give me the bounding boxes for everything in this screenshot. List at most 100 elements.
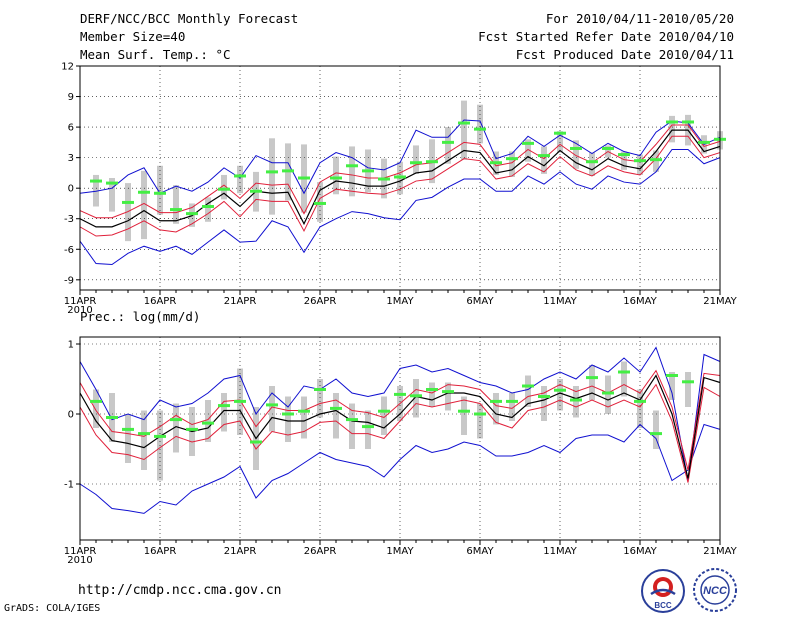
temperature-y-tick-label: 3 xyxy=(68,153,74,164)
forecast-start-date: Fcst Started Refer Date 2010/04/10 xyxy=(478,29,734,44)
temperature-spread-box xyxy=(221,174,227,200)
temperature-spread-box xyxy=(477,104,483,144)
temperature-x-tick-label: 16MAY xyxy=(623,296,657,307)
temperature-x-tick-label: 16APR xyxy=(144,296,177,307)
temperature-spread-box xyxy=(461,100,467,160)
precipitation-spread-box xyxy=(669,372,675,400)
temperature-spread-box xyxy=(413,145,419,174)
chart-title: DERF/NCC/BCC Monthly Forecast xyxy=(80,11,299,26)
precipitation-x-tick-label: 26APR xyxy=(304,546,337,557)
precipitation-spread-box xyxy=(221,393,227,432)
precipitation-spread-box xyxy=(509,393,515,421)
precipitation-x-tick-label: 16MAY xyxy=(623,546,657,557)
precipitation-spread-box xyxy=(317,379,323,418)
precipitation-spread-box xyxy=(541,386,547,421)
precipitation-spread-box xyxy=(573,386,579,418)
precipitation-lower-line xyxy=(79,383,721,483)
precipitation-spread-box xyxy=(621,361,627,397)
temperature-spread-box xyxy=(237,165,243,194)
precipitation-spread-box xyxy=(269,386,275,432)
temperature-panel: 12 9 6 3 0 -3 -6 -9 11APR 16APR 21APR 26APR 1MAY 6MAY… xyxy=(61,62,737,317)
precipitation-spread-box xyxy=(141,410,147,470)
bcc-logo: BCC xyxy=(641,569,685,613)
bcc-logo-text: BCC xyxy=(654,601,672,610)
temperature-min-line xyxy=(79,148,721,266)
temperature-spread-box xyxy=(349,146,355,197)
precipitation-x-tick-label: 16APR xyxy=(144,546,177,557)
precipitation-min-line xyxy=(79,423,721,514)
temperature-spread-box xyxy=(269,138,275,215)
precipitation-spread-box xyxy=(301,396,307,439)
precipitation-spread-box xyxy=(381,396,387,435)
precipitation-x-tick-label: 1MAY xyxy=(386,546,414,557)
precipitation-spread-box xyxy=(93,389,99,428)
precipitation-spread-box xyxy=(365,410,371,449)
temperature-spread-box xyxy=(573,140,579,169)
temperature-upper-line xyxy=(79,124,721,219)
temperature-spread-box xyxy=(93,174,99,207)
temperature-spread-box xyxy=(333,156,339,195)
precipitation-spread-box xyxy=(493,393,499,425)
temperature-spread-box xyxy=(525,139,531,162)
precipitation-spread-box xyxy=(685,372,691,407)
source-url[interactable]: http://cmdp.ncc.cma.gov.cn xyxy=(78,583,282,598)
precipitation-spread-box xyxy=(637,389,643,428)
temperature-spread-box xyxy=(541,146,547,174)
temperature-spread-box xyxy=(621,151,627,170)
temperature-x-year-label: 2010 xyxy=(67,305,92,316)
temperature-spread-box xyxy=(205,197,211,222)
grads-credit: GrADS: COLA/IGES xyxy=(4,603,101,614)
precipitation-spread-box xyxy=(589,365,595,400)
precipitation-max-line xyxy=(79,346,721,481)
precipitation-spread-box xyxy=(445,382,451,411)
precipitation-y-tick-label: 0 xyxy=(68,410,74,421)
precipitation-spread-box xyxy=(653,410,659,449)
member-size: Member Size=40 xyxy=(80,29,186,44)
temperature-y-tick-label: -9 xyxy=(64,275,74,286)
temperature-spread-box xyxy=(669,115,675,143)
temperature-y-tick-label: -3 xyxy=(64,214,74,225)
temperature-max-line xyxy=(79,119,721,195)
temperature-spread-box xyxy=(173,185,179,224)
precipitation-x-tick-label: 21MAY xyxy=(703,546,737,557)
temperature-x-tick-label: 6MAY xyxy=(466,296,494,307)
temperature-spread-box xyxy=(141,170,147,240)
precipitation-spread-box xyxy=(557,379,563,411)
temperature-y-tick-label: 12 xyxy=(61,62,74,73)
precipitation-spread-box xyxy=(285,396,291,442)
temperature-lower-line xyxy=(79,135,721,237)
temperature-x-tick-label: 11MAY xyxy=(543,296,577,307)
temperature-y-tick-label: 6 xyxy=(68,123,74,134)
precipitation-panel: 1 0 -1 11APR 16APR 21APR 26APR 1MAY 6MAY 11MAY 16M… xyxy=(64,336,738,566)
precipitation-spread-box xyxy=(605,375,611,414)
forecast-period: For 2010/04/11-2010/05/20 xyxy=(545,11,734,26)
temperature-x-tick-label: 21MAY xyxy=(703,296,737,307)
precipitation-spread-box xyxy=(525,375,531,407)
temperature-spread-box xyxy=(589,152,595,176)
temperature-y-tick-label: 9 xyxy=(68,92,74,103)
temperature-variable-label: Mean Surf. Temp.: °C xyxy=(80,47,231,62)
precipitation-x-tick-label: 21APR xyxy=(224,546,257,557)
precipitation-spread-box xyxy=(333,393,339,439)
precipitation-spread-box xyxy=(349,403,355,449)
precipitation-x-tick-label: 6MAY xyxy=(466,546,494,557)
forecast-produced-date: Fcst Produced Date 2010/04/11 xyxy=(515,47,734,62)
temperature-y-tick-label: -6 xyxy=(64,245,74,256)
ncc-logo-text: NCC xyxy=(703,585,728,597)
temperature-spread-box xyxy=(109,178,115,212)
temperature-mean-line xyxy=(79,129,721,228)
temperature-spread-box xyxy=(557,131,563,153)
temperature-spread-box xyxy=(509,151,515,177)
temperature-y-tick-label: 0 xyxy=(68,184,74,195)
temperature-spread-box xyxy=(445,127,451,164)
precipitation-variable-label: Prec.: log(mm/d) xyxy=(80,309,201,324)
temperature-x-tick-label: 1MAY xyxy=(386,296,414,307)
precipitation-spread-box xyxy=(429,382,435,407)
temperature-x-tick-label: 21APR xyxy=(224,296,257,307)
precipitation-spread-box xyxy=(173,403,179,453)
precipitation-spread-box xyxy=(461,396,467,435)
ncc-logo: NCC xyxy=(693,568,737,612)
temperature-spread-box xyxy=(637,154,643,175)
precipitation-y-tick-label: -1 xyxy=(64,480,74,491)
